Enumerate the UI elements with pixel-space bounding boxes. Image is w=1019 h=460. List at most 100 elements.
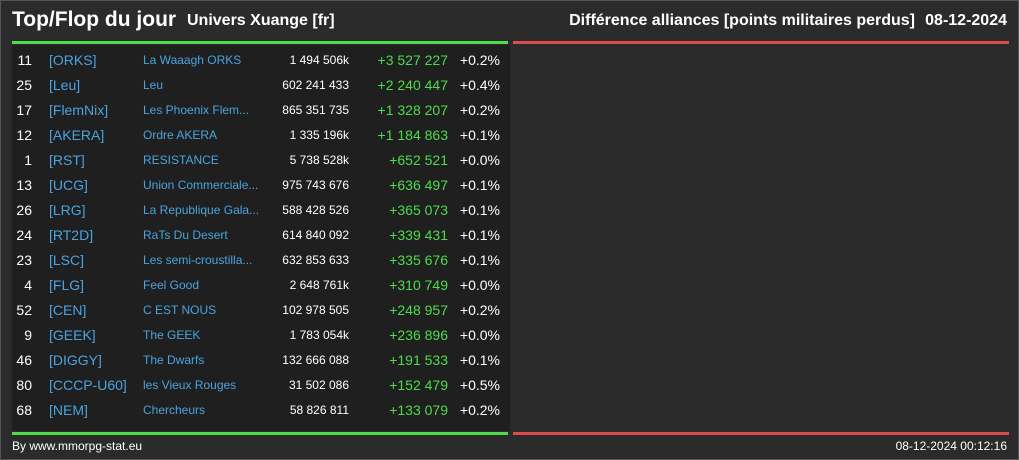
rank-cell: 46 xyxy=(16,352,32,368)
percent-cell: +0.0% xyxy=(459,152,500,168)
alliance-name-link[interactable]: Leu xyxy=(143,78,164,92)
alliance-tag-link[interactable]: [FlemNix] xyxy=(49,102,109,118)
alliance-tag-link[interactable]: [AKERA] xyxy=(49,127,105,143)
rank-cell: 4 xyxy=(24,277,32,293)
points-cell: 865 351 735 xyxy=(282,103,349,117)
alliance-name-link[interactable]: La Republique Gala... xyxy=(143,203,260,217)
alliance-name-link[interactable]: Chercheurs xyxy=(143,403,206,417)
rank-cell: 52 xyxy=(16,302,32,318)
points-cell: 1 494 506k xyxy=(289,53,349,67)
alliance-name-link[interactable]: Union Commerciale... xyxy=(143,178,259,192)
points-cell: 2 648 761k xyxy=(289,278,349,292)
alliance-tag-link[interactable]: [GEEK] xyxy=(49,327,96,343)
difference-cell: +191 533 xyxy=(389,352,448,368)
difference-cell: +2 240 447 xyxy=(377,77,448,93)
difference-cell: +365 073 xyxy=(389,202,448,218)
points-cell: 58 826 811 xyxy=(289,403,349,417)
points-cell: 132 666 088 xyxy=(282,353,349,367)
rank-cell: 80 xyxy=(16,377,32,393)
rank-cell: 26 xyxy=(16,202,32,218)
alliance-tag-link[interactable]: [LSC] xyxy=(49,252,85,268)
alliance-name-link[interactable]: les Vieux Rouges xyxy=(143,378,237,392)
bottom-gainers-divider xyxy=(12,432,508,435)
rank-cell: 12 xyxy=(16,127,32,143)
table-row: 1 [RST] RESISTANCE 5 738 528k +652 521 +0.0% xyxy=(12,148,510,173)
rank-cell: 9 xyxy=(24,327,32,343)
alliance-name-link[interactable]: Les semi-croustilla... xyxy=(143,253,253,267)
header-date: 08-12-2024 xyxy=(925,12,1007,29)
top-losers-divider xyxy=(513,41,1009,44)
table-row: 46 [DIGGY] The Dwarfs 132 666 088 +191 533 +0… xyxy=(12,348,510,373)
difference-cell: +133 079 xyxy=(389,402,448,418)
points-cell: 632 853 633 xyxy=(282,253,349,267)
site-credit-link[interactable]: By www.mmorpg-stat.eu xyxy=(12,439,143,453)
percent-cell: +0.2% xyxy=(459,302,500,318)
alliance-tag-link[interactable]: [RT2D] xyxy=(49,227,94,243)
alliance-tag-link[interactable]: [ORKS] xyxy=(49,52,97,68)
percent-cell: +0.1% xyxy=(459,177,500,193)
alliance-name-link[interactable]: The GEEK xyxy=(143,328,201,342)
table-row: 11 [ORKS] La Waaagh ORKS 1 494 506k +3 527 2… xyxy=(12,48,510,73)
difference-cell: +310 749 xyxy=(389,277,448,293)
points-cell: 614 840 092 xyxy=(282,228,349,242)
points-cell: 602 241 433 xyxy=(282,78,349,92)
table-row: 17 [FlemNix] Les Phoenix Flem... 865 351 73… xyxy=(12,98,510,123)
page-title: Top/Flop du jour xyxy=(12,8,177,31)
rank-cell: 24 xyxy=(16,227,32,243)
alliance-tag-link[interactable]: [FLG] xyxy=(49,277,85,293)
alliance-name-link[interactable]: Ordre AKERA xyxy=(143,128,218,142)
difference-cell: +1 328 207 xyxy=(377,102,448,118)
alliance-tag-link[interactable]: [UCG] xyxy=(49,177,88,193)
percent-cell: +0.2% xyxy=(459,402,500,418)
points-cell: 975 743 676 xyxy=(282,178,349,192)
points-cell: 31 502 086 xyxy=(288,378,349,392)
alliance-tag-link[interactable]: [CEN] xyxy=(49,302,87,318)
difference-cell: +152 479 xyxy=(389,377,448,393)
alliance-name-link[interactable]: La Waaagh ORKS xyxy=(143,53,242,67)
table-row: 26 [LRG] La Republique Gala... 588 428 526 +… xyxy=(12,198,510,223)
universe-label: Univers Xuange [fr] xyxy=(187,12,335,29)
alliance-name-link[interactable]: Feel Good xyxy=(143,278,200,292)
table-row: 80 [CCCP-U60] les Vieux Rouges 31 502 086 +1… xyxy=(12,373,510,398)
rank-cell: 68 xyxy=(16,402,32,418)
difference-cell: +236 896 xyxy=(389,327,448,343)
percent-cell: +0.4% xyxy=(459,77,500,93)
difference-cell: +652 521 xyxy=(389,152,448,168)
table-row: 9 [GEEK] The GEEK 1 783 054k +236 896 +0.0% xyxy=(12,323,510,348)
table-row: 68 [NEM] Chercheurs 58 826 811 +133 079 +0.2% xyxy=(12,398,510,423)
alliance-tag-link[interactable]: [NEM] xyxy=(49,402,88,418)
table-row: 24 [RT2D] RaTs Du Desert 614 840 092 +339 43… xyxy=(12,223,510,248)
alliance-tag-link[interactable]: [LRG] xyxy=(49,202,86,218)
alliance-tag-link[interactable]: [DIGGY] xyxy=(49,352,102,368)
percent-cell: +0.1% xyxy=(459,227,500,243)
table-row: 25 [Leu] Leu 602 241 433 +2 240 447 +0.4% xyxy=(12,73,510,98)
percent-cell: +0.2% xyxy=(459,52,500,68)
alliance-tag-link[interactable]: [Leu] xyxy=(49,77,81,93)
alliance-name-link[interactable]: The Dwarfs xyxy=(143,353,205,367)
table-row: 52 [CEN] C EST NOUS 102 978 505 +248 957 +0.2… xyxy=(12,298,510,323)
alliance-name-link[interactable]: RaTs Du Desert xyxy=(143,228,228,242)
bottom-losers-divider xyxy=(513,432,1009,435)
alliance-tag-link[interactable]: [CCCP-U60] xyxy=(49,377,127,393)
percent-cell: +0.0% xyxy=(459,277,500,293)
table-row: 13 [UCG] Union Commerciale... 975 743 676 +6… xyxy=(12,173,510,198)
rank-cell: 1 xyxy=(24,152,32,168)
top-gainers-divider xyxy=(12,41,508,44)
points-cell: 588 428 526 xyxy=(282,203,349,217)
alliance-name-link[interactable]: RESISTANCE xyxy=(143,153,219,167)
alliance-name-link[interactable]: Les Phoenix Flem... xyxy=(143,103,250,117)
difference-cell: +248 957 xyxy=(389,302,448,318)
footer-timestamp: 08-12-2024 00:12:16 xyxy=(895,439,1007,453)
table-row: 12 [AKERA] Ordre AKERA 1 335 196k +1 184 863… xyxy=(12,123,510,148)
top-gainers-table: 11 [ORKS] La Waaagh ORKS 1 494 506k +3 527 2… xyxy=(12,45,510,431)
top-losers-table xyxy=(513,45,1009,431)
difference-cell: +3 527 227 xyxy=(377,52,448,68)
alliance-name-link[interactable]: C EST NOUS xyxy=(143,303,217,317)
rank-cell: 17 xyxy=(16,102,32,118)
table-row: 4 [FLG] Feel Good 2 648 761k +310 749 +0.0% xyxy=(12,273,510,298)
percent-cell: +0.5% xyxy=(459,377,500,393)
points-cell: 1 335 196k xyxy=(289,128,349,142)
percent-cell: +0.1% xyxy=(459,127,500,143)
alliance-tag-link[interactable]: [RST] xyxy=(49,152,85,168)
